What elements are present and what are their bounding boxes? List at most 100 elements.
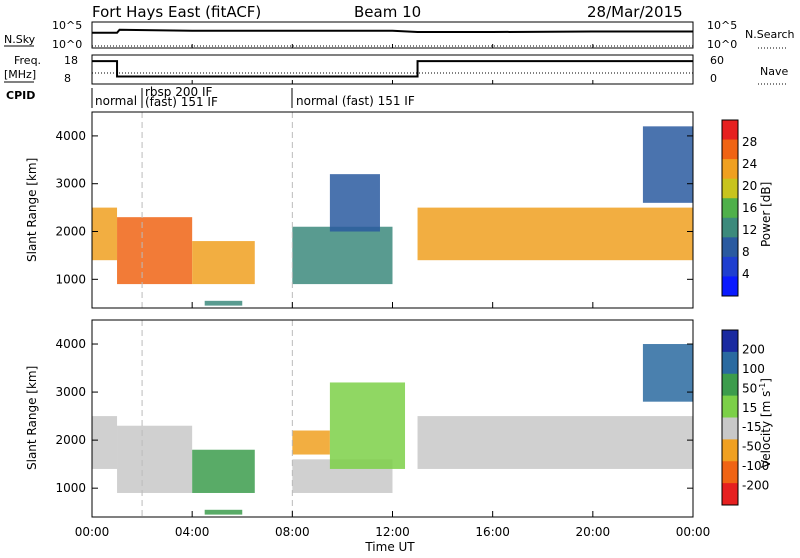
xtick-label-2: 08:00: [275, 525, 310, 539]
colorbar-tick-7: -200: [742, 479, 769, 493]
x-axis-ticks: 00:00 04:00 08:00 12:00 16:00 20:00 00:00: [75, 44, 711, 539]
colorbar-swatch-2: [722, 159, 738, 180]
velocity-colorbar-label: Velocity [m s-1]: [758, 378, 773, 468]
colorbar-tick-5: -50: [742, 440, 762, 454]
region-7: [417, 416, 693, 469]
colorbar-tick-6: 4: [742, 267, 750, 281]
x-axis-label: Time UT: [364, 540, 415, 554]
cpid-segment-0: normal: [95, 94, 137, 108]
region-1: [117, 425, 193, 493]
nsearch-label: N.Search: [745, 28, 795, 41]
colorbar-swatch-8: [722, 276, 738, 297]
region-8: [642, 344, 693, 402]
cpid-row: CPID normal rbsp 200 IF (fast) 151 IF no…: [6, 85, 415, 109]
colorbar-tick-6: -100: [742, 459, 769, 473]
region-7: [642, 126, 693, 203]
ytick-label-0: 1000: [55, 481, 86, 495]
freq-tick-top: 18: [64, 54, 78, 67]
noise-tick-right-top: 10^5: [707, 19, 737, 32]
colorbar-swatch-2: [722, 373, 738, 397]
date-title: 28/Mar/2015: [587, 3, 683, 21]
region-2: [192, 449, 255, 493]
noise-tick-left-bottom: 10^0: [52, 38, 82, 51]
power-colorbar: 28 24 20 16 12 8 4: [721, 119, 757, 297]
xtick-label-3: 12:00: [375, 525, 410, 539]
power-colorbar-label: Power [dB]: [759, 182, 773, 247]
freq-series-line: [92, 60, 693, 78]
freq-label-line2: [MHz]: [4, 68, 36, 81]
colorbar-tick-2: 20: [742, 179, 757, 193]
xtick-label-5: 20:00: [576, 525, 611, 539]
region-2: [192, 241, 255, 285]
freq-panel: Freq. [MHz] 18 8 60 0 Nave: [4, 54, 788, 85]
nave-label: Nave: [760, 65, 788, 78]
power-panel: Slant Range [km] 1000 2000 3000 4000 28 24 20…: [25, 111, 773, 309]
colorbar-swatch-3: [722, 395, 738, 418]
colorbar-frame: [721, 329, 739, 506]
colorbar-swatch-7: [722, 256, 738, 277]
colorbar-swatch-4: [722, 417, 738, 440]
freq-frame: [91, 54, 694, 85]
ytick-label-3: 4000: [55, 129, 86, 143]
cpid-segment-3: normal (fast) 151 IF: [296, 94, 415, 108]
cpid-segment-2: (fast) 151 IF: [145, 95, 218, 109]
velocity-panel: Slant Range [km] 1000 2000 3000 4000 200 100…: [25, 319, 773, 518]
velocity-yticks: 1000 2000 3000 4000: [55, 337, 693, 495]
power-yticks: 1000 2000 3000 4000: [55, 129, 693, 286]
cpid-segment-1: rbsp 200 IF: [145, 85, 212, 99]
freq-series: [92, 60, 693, 78]
colorbar-swatch-7: [722, 483, 738, 506]
noise-series: [92, 28, 693, 47]
xtick-label-0: 00:00: [75, 525, 110, 539]
station-title: Fort Hays East (fitACF): [92, 3, 261, 21]
colorbar-swatch-0: [722, 120, 738, 141]
region-6: [417, 207, 693, 261]
region-3: [204, 509, 243, 515]
ytick-label-1: 2000: [55, 225, 86, 239]
colorbar-swatch-6: [722, 237, 738, 258]
velocity-heatmap-data: [92, 320, 693, 517]
colorbar-tick-3: 16: [742, 201, 757, 215]
velocity-colorbar: 200 100 50 15 -15 -50 -100 -200: [721, 329, 769, 506]
nsky-series-line: [92, 28, 693, 34]
colorbar-tick-4: -15: [742, 420, 762, 434]
region-6: [329, 382, 406, 469]
power-heatmap-data: [92, 112, 693, 308]
colorbar-swatch-0: [722, 330, 738, 353]
region-1: [117, 217, 193, 285]
power-ylabel: Slant Range [km]: [25, 158, 39, 262]
region-4: [292, 430, 330, 455]
colorbar-swatch-1: [722, 351, 738, 375]
cpid-label: CPID: [6, 89, 35, 102]
noise-panel: N.Sky 10^5 10^0 10^5 10^0 N.Search: [4, 19, 795, 51]
region-4: [292, 226, 393, 285]
ytick-label-2: 3000: [55, 385, 86, 399]
beam-title: Beam 10: [354, 3, 421, 21]
colorbar-tick-1: 24: [742, 157, 757, 171]
region-3: [204, 300, 243, 306]
colorbar-swatch-6: [722, 461, 738, 484]
colorbar-swatch-3: [722, 178, 738, 199]
xtick-label-6: 00:00: [676, 525, 711, 539]
colorbar-swatch-5: [722, 217, 738, 238]
nave-tick-bottom: 0: [710, 72, 717, 85]
colorbar-tick-2: 50: [742, 381, 757, 395]
freq-label-line1: Freq.: [14, 54, 41, 67]
colorbar-tick-0: 28: [742, 135, 757, 149]
ytick-label-2: 3000: [55, 177, 86, 191]
colorbar-frame: [721, 119, 739, 297]
noise-tick-left-top: 10^5: [52, 19, 82, 32]
colorbar-tick-5: 8: [742, 245, 750, 259]
colorbar-tick-4: 12: [742, 223, 757, 237]
noise-tick-right-bottom: 10^0: [707, 38, 737, 51]
colorbar-swatch-1: [722, 139, 738, 160]
colorbar-swatch-4: [722, 198, 738, 219]
freq-tick-bottom: 8: [64, 72, 71, 85]
nsky-label: N.Sky: [4, 33, 36, 46]
velocity-ylabel: Slant Range [km]: [25, 366, 39, 470]
ytick-label-0: 1000: [55, 272, 86, 286]
region-0: [92, 207, 118, 261]
colorbar-swatch-5: [722, 439, 738, 462]
ytick-label-3: 4000: [55, 337, 86, 351]
